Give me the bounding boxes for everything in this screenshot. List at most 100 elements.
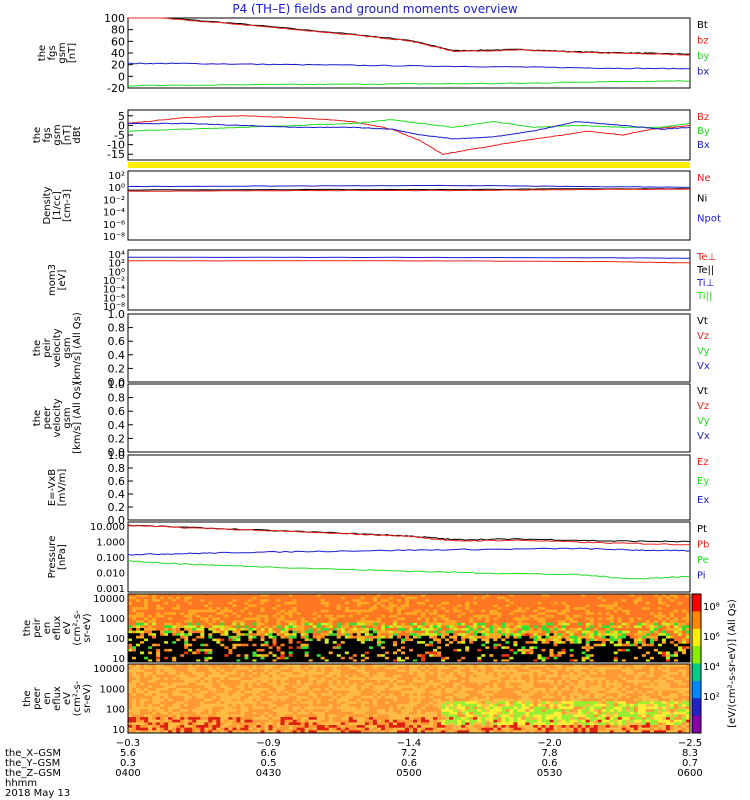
heatmap-cell <box>509 648 514 652</box>
heatmap-cell <box>240 607 245 611</box>
heatmap-cell <box>184 682 189 686</box>
heatmap-cell <box>224 656 229 660</box>
heatmap-cell <box>392 672 398 676</box>
heatmap-cell <box>364 609 370 613</box>
heatmap-cell <box>180 601 185 605</box>
heatmap-cell <box>441 594 446 597</box>
heatmap-cell <box>324 654 330 658</box>
heatmap-cell <box>477 648 482 652</box>
heatmap-cell <box>388 601 394 605</box>
heatmap-cell <box>196 643 201 647</box>
heatmap-cell <box>445 674 450 678</box>
heatmap-cell <box>585 682 590 686</box>
heatmap-cell <box>332 679 338 683</box>
heatmap-cell <box>204 599 209 603</box>
heatmap-cell <box>417 672 422 676</box>
panel-frame <box>127 383 691 453</box>
heatmap-cell <box>449 596 454 600</box>
heatmap-cell <box>673 612 679 616</box>
heatmap-cell <box>160 641 165 645</box>
heatmap-cell <box>388 648 394 652</box>
heatmap-cell <box>657 669 663 673</box>
heatmap-cell <box>493 633 498 637</box>
heatmap-cell <box>497 679 502 683</box>
heatmap-cell <box>232 648 237 652</box>
heatmap-cell <box>533 612 538 616</box>
heatmap-cell <box>625 672 631 676</box>
heatmap-cell <box>553 641 558 645</box>
heatmap-cell <box>533 638 538 642</box>
heatmap-cell <box>136 669 141 673</box>
heatmap-cell <box>188 666 193 670</box>
heatmap-cell <box>220 674 225 678</box>
heatmap-cell <box>493 654 498 658</box>
heatmap-cell <box>433 643 438 647</box>
heatmap-cell <box>661 594 667 597</box>
heatmap-cell <box>220 638 225 642</box>
heatmap-cell <box>256 641 261 645</box>
heatmap-cell <box>397 654 402 658</box>
heatmap-cell <box>585 601 590 605</box>
heatmap-cell <box>601 635 607 639</box>
heatmap-cell <box>352 638 358 642</box>
heatmap-cell <box>481 651 486 655</box>
heatmap-cell <box>649 646 655 650</box>
legend-entry: By <box>697 126 710 137</box>
heatmap-cell <box>421 679 426 683</box>
heatmap-cell <box>425 664 430 668</box>
heatmap-cell <box>613 666 619 670</box>
heatmap-cell <box>192 620 197 624</box>
heatmap-cell <box>549 596 554 600</box>
heatmap-cell <box>348 617 354 621</box>
heatmap-cell <box>308 635 313 639</box>
heatmap-cell <box>340 648 346 652</box>
heatmap-cell <box>340 646 346 650</box>
heatmap-cell <box>445 609 450 613</box>
heatmap-cell <box>128 609 133 613</box>
heatmap-cell <box>425 648 430 652</box>
heatmap-cell <box>144 679 149 683</box>
heatmap-cell <box>561 666 566 670</box>
heatmap-cell <box>208 633 213 637</box>
heatmap-cell <box>589 612 594 616</box>
heatmap-cell <box>132 614 137 618</box>
heatmap-cell <box>208 609 213 613</box>
heatmap-cell <box>152 648 157 652</box>
heatmap-cell <box>497 656 502 660</box>
heatmap-cell <box>525 607 530 611</box>
heatmap-cell <box>561 604 566 608</box>
heatmap-cell <box>196 656 201 660</box>
heatmap-cell <box>236 635 241 639</box>
heatmap-cell <box>348 622 354 626</box>
heatmap-cell <box>156 614 161 618</box>
heatmap-cell <box>228 617 233 621</box>
heatmap-cell <box>196 594 201 597</box>
heatmap-cell <box>589 643 594 647</box>
heatmap-cell <box>541 599 546 603</box>
heatmap-cell <box>364 599 370 603</box>
heatmap-cell <box>344 635 350 639</box>
heatmap-cell <box>180 641 185 645</box>
heatmap-cell <box>344 677 350 681</box>
heatmap-cell <box>629 679 635 683</box>
heatmap-cell <box>678 599 683 603</box>
heatmap-cell <box>388 674 394 678</box>
heatmap-cell <box>541 633 546 637</box>
heatmap-cell <box>376 669 382 673</box>
heatmap-cell <box>657 666 663 670</box>
heatmap-cell <box>252 630 257 634</box>
heatmap-cell <box>320 677 326 681</box>
heatmap-cell <box>577 622 582 626</box>
heatmap-cell <box>413 609 418 613</box>
heatmap-cell <box>405 654 410 658</box>
heatmap-cell <box>505 679 510 683</box>
heatmap-cell <box>581 594 586 597</box>
heatmap-cell <box>184 635 189 639</box>
heatmap-cell <box>577 604 582 608</box>
heatmap-cell <box>224 596 229 600</box>
heatmap-cell <box>609 609 615 613</box>
heatmap-cell <box>252 659 257 663</box>
heatmap-cell <box>581 659 586 663</box>
heatmap-cell <box>493 596 498 600</box>
heatmap-cell <box>633 596 639 600</box>
